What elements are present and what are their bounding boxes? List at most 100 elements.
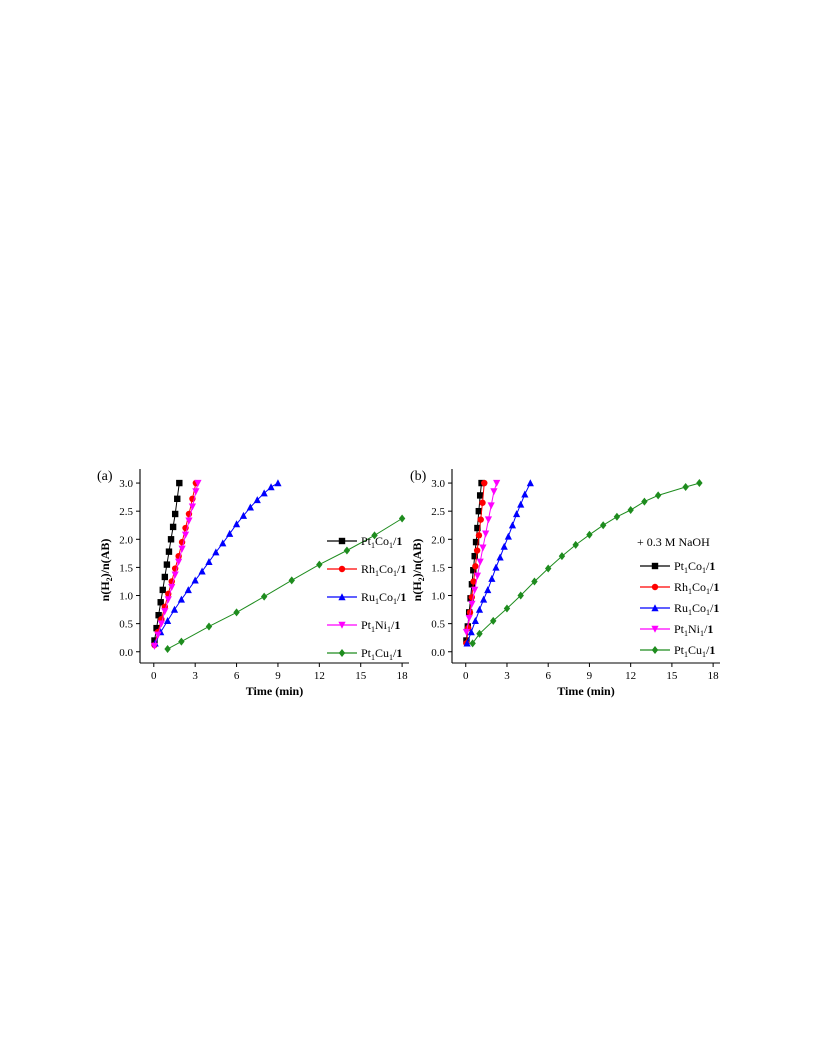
legend-marker [651, 604, 659, 612]
data-point [471, 586, 479, 594]
y-tick-label: 1.5 [119, 562, 133, 574]
data-point [484, 516, 493, 524]
y-tick-label: 0.5 [431, 619, 445, 631]
data-point [682, 482, 689, 491]
data-point [641, 497, 648, 506]
legend-item: Pt1Ni1/1 [327, 618, 400, 634]
data-point [150, 642, 159, 650]
data-point [188, 503, 197, 511]
y-tick-label: 2.0 [431, 534, 445, 546]
panel-label: (b) [410, 469, 427, 484]
data-point [468, 600, 476, 608]
data-point [178, 545, 186, 553]
y-tick-label: 0.0 [119, 647, 133, 659]
legend-item: Ru1Co1/1 [327, 590, 406, 606]
legend-marker [651, 562, 659, 570]
legend-item: Rh1Co1/1 [640, 580, 719, 596]
data-point [462, 628, 471, 636]
data-point [246, 503, 254, 511]
data-point [517, 500, 525, 508]
legend: Pt1Co1/1 Rh1Co1/1 Ru1Co1/1 Pt1Ni1/1 Pt1Cu1/1 [327, 534, 406, 662]
series-line [472, 482, 700, 644]
data-point [586, 530, 593, 539]
data-point [470, 578, 477, 585]
data-point [465, 614, 473, 622]
data-point [169, 523, 177, 531]
chart-panel-b: (b) 0 3 6 9 12 15 18 0.0 0.5 1.0 1.5 2.0 2.5 3.0 Time (… [410, 469, 720, 698]
data-point [545, 564, 552, 573]
data-point [558, 552, 566, 561]
data-point [473, 547, 481, 554]
legend-label: Pt1Cu1/1 [674, 643, 715, 659]
legend-label: Ru1Co1/1 [361, 590, 406, 606]
data-point [490, 616, 497, 625]
data-point [219, 539, 227, 547]
x-tick-label: 12 [314, 670, 325, 682]
data-point [176, 479, 183, 487]
y-tick-label: 1.0 [431, 591, 445, 603]
x-axis-title: Time (min) [246, 684, 303, 698]
series-4 [164, 514, 406, 653]
data-point [468, 581, 476, 588]
data-point [171, 510, 179, 518]
data-point [463, 639, 471, 647]
y-tick-label: 2.0 [119, 534, 133, 546]
data-point [475, 605, 484, 613]
y-tick-label: 1.5 [431, 562, 445, 574]
data-point [487, 502, 495, 510]
data-point [288, 576, 295, 585]
data-point [165, 548, 173, 555]
data-point [627, 506, 634, 515]
data-point [476, 492, 484, 499]
data-point [274, 479, 282, 487]
data-point [157, 620, 165, 628]
legend-marker [651, 646, 659, 654]
x-tick-label: 6 [545, 670, 551, 682]
legend: Pt1Co1/1 Rh1Co1/1 Ru1Co1/1 Pt1Ni1/1 Pt1Cu1/1 [640, 559, 719, 659]
data-point [161, 608, 169, 616]
y-tick-label: 0.0 [431, 647, 445, 659]
data-point [205, 622, 213, 631]
data-point [482, 530, 490, 538]
data-point [492, 563, 500, 571]
series-2 [151, 479, 282, 647]
legend-marker [651, 583, 659, 591]
data-point [504, 532, 512, 540]
legend-label: Pt1Co1/1 [361, 534, 402, 550]
legend-marker [338, 649, 346, 657]
x-tick-label: 18 [397, 670, 409, 682]
data-point [490, 488, 498, 496]
data-point [212, 548, 220, 556]
data-point [164, 644, 171, 653]
data-point [470, 567, 477, 574]
data-point [521, 490, 529, 498]
legend-item: Pt1Co1/1 [640, 559, 715, 575]
legend-item: Ru1Co1/1 [640, 601, 719, 617]
data-point [239, 511, 248, 519]
series-3 [462, 479, 501, 636]
data-point [531, 577, 538, 586]
data-point [496, 553, 504, 561]
data-point [253, 496, 261, 504]
data-point [175, 558, 183, 566]
data-point [613, 512, 621, 521]
x-tick-label: 3 [192, 670, 198, 682]
y-axis-title: n(H2)/n(AB) [410, 539, 426, 602]
data-point [654, 491, 662, 500]
data-point [343, 546, 351, 555]
data-point [476, 558, 484, 566]
data-point [226, 529, 234, 537]
data-point [198, 567, 206, 575]
data-point [184, 586, 192, 594]
data-point [572, 540, 579, 549]
data-point [480, 595, 488, 603]
legend-label: Ru1Co1/1 [674, 601, 719, 617]
data-point [472, 538, 480, 546]
data-point [157, 599, 164, 606]
data-point [164, 596, 172, 604]
data-point [194, 479, 202, 487]
legend-marker [338, 537, 346, 545]
x-axis-title: Time (min) [557, 684, 614, 698]
data-point [163, 617, 172, 625]
